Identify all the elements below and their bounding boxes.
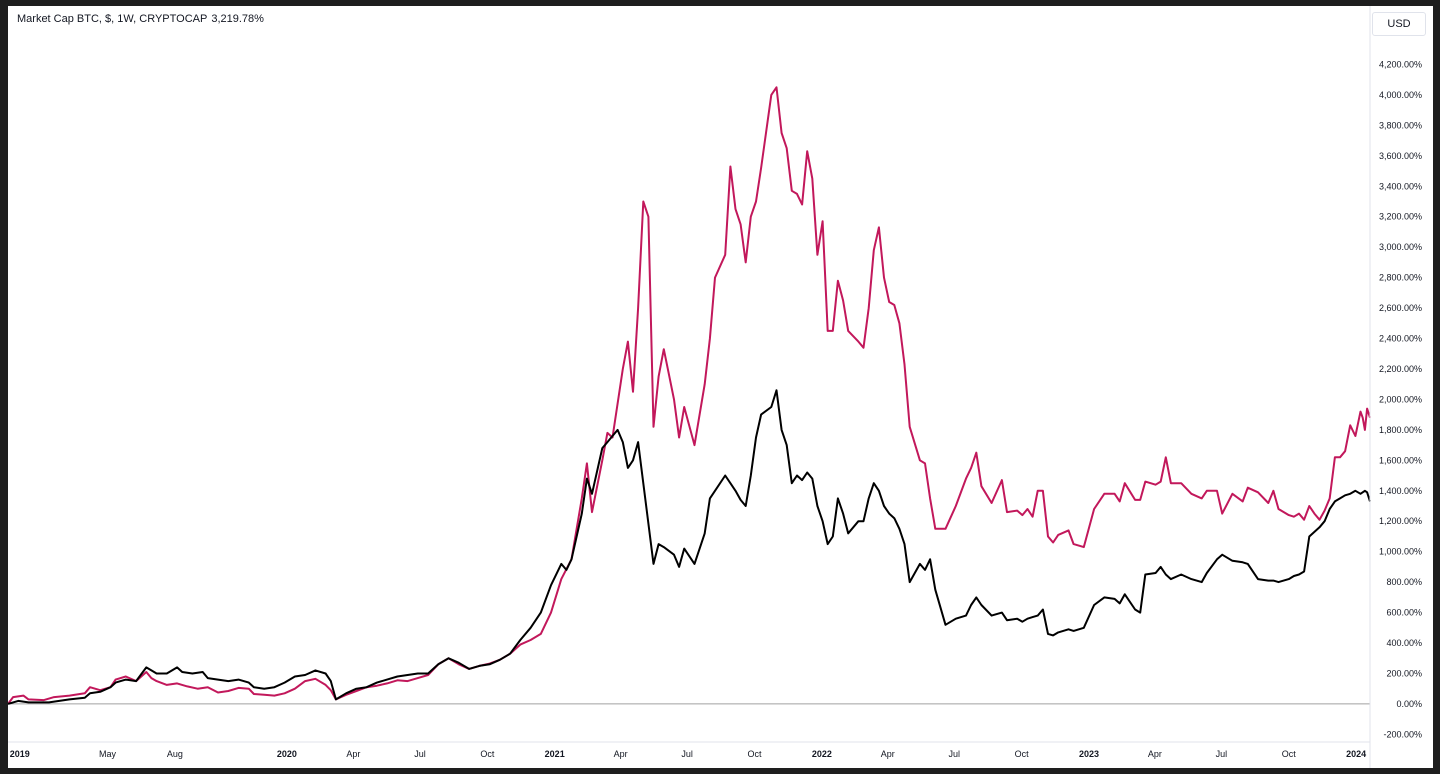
y-tick-label: 2,400.00% xyxy=(1379,334,1422,344)
y-tick-label: 3,000.00% xyxy=(1379,242,1422,252)
x-tick-label: Aug xyxy=(167,749,183,759)
y-tick-label: 3,200.00% xyxy=(1379,212,1422,222)
x-tick-label: 2022 xyxy=(812,749,832,759)
series-layer xyxy=(8,86,1371,705)
x-tick-label: Oct xyxy=(747,749,762,759)
y-tick-label: 1,400.00% xyxy=(1379,486,1422,496)
x-tick-label: 2023 xyxy=(1079,749,1099,759)
y-tick-label: 1,200.00% xyxy=(1379,516,1422,526)
chart-frame: -200.00% 0.00% 200.00% 400.00% 600.00% 800.00… xyxy=(8,6,1433,768)
y-tick-label: 2,000.00% xyxy=(1379,394,1422,404)
y-tick-label: 3,600.00% xyxy=(1379,151,1422,161)
y-tick-label: 2,600.00% xyxy=(1379,303,1422,313)
x-tick-label: Jul xyxy=(681,749,693,759)
x-tick-label: Apr xyxy=(881,749,895,759)
y-tick-label: 800.00% xyxy=(1386,577,1422,587)
x-tick-label: Apr xyxy=(346,749,360,759)
y-tick-label: 600.00% xyxy=(1386,608,1422,618)
legend-title: Market Cap BTC, $, 1W, CRYPTOCAP xyxy=(17,13,208,25)
time-scale: 2019 May Aug 2020 Apr Jul Oct 2021 Apr Jul Oct 2022… xyxy=(10,749,1366,759)
y-tick-label: 1,600.00% xyxy=(1379,455,1422,465)
x-tick-label: Jul xyxy=(1216,749,1228,759)
y-tick-label: 4,000.00% xyxy=(1379,90,1422,100)
price-scale: -200.00% 0.00% 200.00% 400.00% 600.00% 800.00… xyxy=(1379,59,1422,739)
x-tick-label: 2019 xyxy=(10,749,30,759)
x-tick-label: May xyxy=(99,749,117,759)
y-tick-label: 400.00% xyxy=(1386,638,1422,648)
y-tick-label: 3,400.00% xyxy=(1379,181,1422,191)
y-tick-label: 1,000.00% xyxy=(1379,547,1422,557)
chart-legend[interactable]: Market Cap BTC, $, 1W, CRYPTOCAP 3,219.78… xyxy=(17,13,264,25)
chart-svg[interactable]: -200.00% 0.00% 200.00% 400.00% 600.00% 800.00… xyxy=(8,6,1433,768)
x-tick-label: Oct xyxy=(480,749,495,759)
x-tick-label: Jul xyxy=(949,749,961,759)
x-tick-label: 2021 xyxy=(545,749,565,759)
y-tick-label: -200.00% xyxy=(1383,729,1422,739)
series-line-1[interactable] xyxy=(8,86,1371,705)
x-tick-label: 2020 xyxy=(277,749,297,759)
y-tick-label: 0.00% xyxy=(1396,699,1422,709)
y-tick-label: 1,800.00% xyxy=(1379,425,1422,435)
y-tick-label: 2,800.00% xyxy=(1379,273,1422,283)
y-tick-label: 2,200.00% xyxy=(1379,364,1422,374)
x-tick-label: Jul xyxy=(414,749,426,759)
x-tick-label: Oct xyxy=(1282,749,1297,759)
x-tick-label: Oct xyxy=(1015,749,1030,759)
y-tick-label: 3,800.00% xyxy=(1379,120,1422,130)
series-line-2[interactable] xyxy=(8,389,1371,705)
currency-button[interactable]: USD xyxy=(1372,12,1426,36)
x-tick-label: 2024 xyxy=(1346,749,1366,759)
y-tick-label: 200.00% xyxy=(1386,668,1422,678)
x-tick-label: Apr xyxy=(614,749,628,759)
legend-value: 3,219.78% xyxy=(211,13,264,25)
x-tick-label: Apr xyxy=(1148,749,1162,759)
y-tick-label: 4,200.00% xyxy=(1379,59,1422,69)
